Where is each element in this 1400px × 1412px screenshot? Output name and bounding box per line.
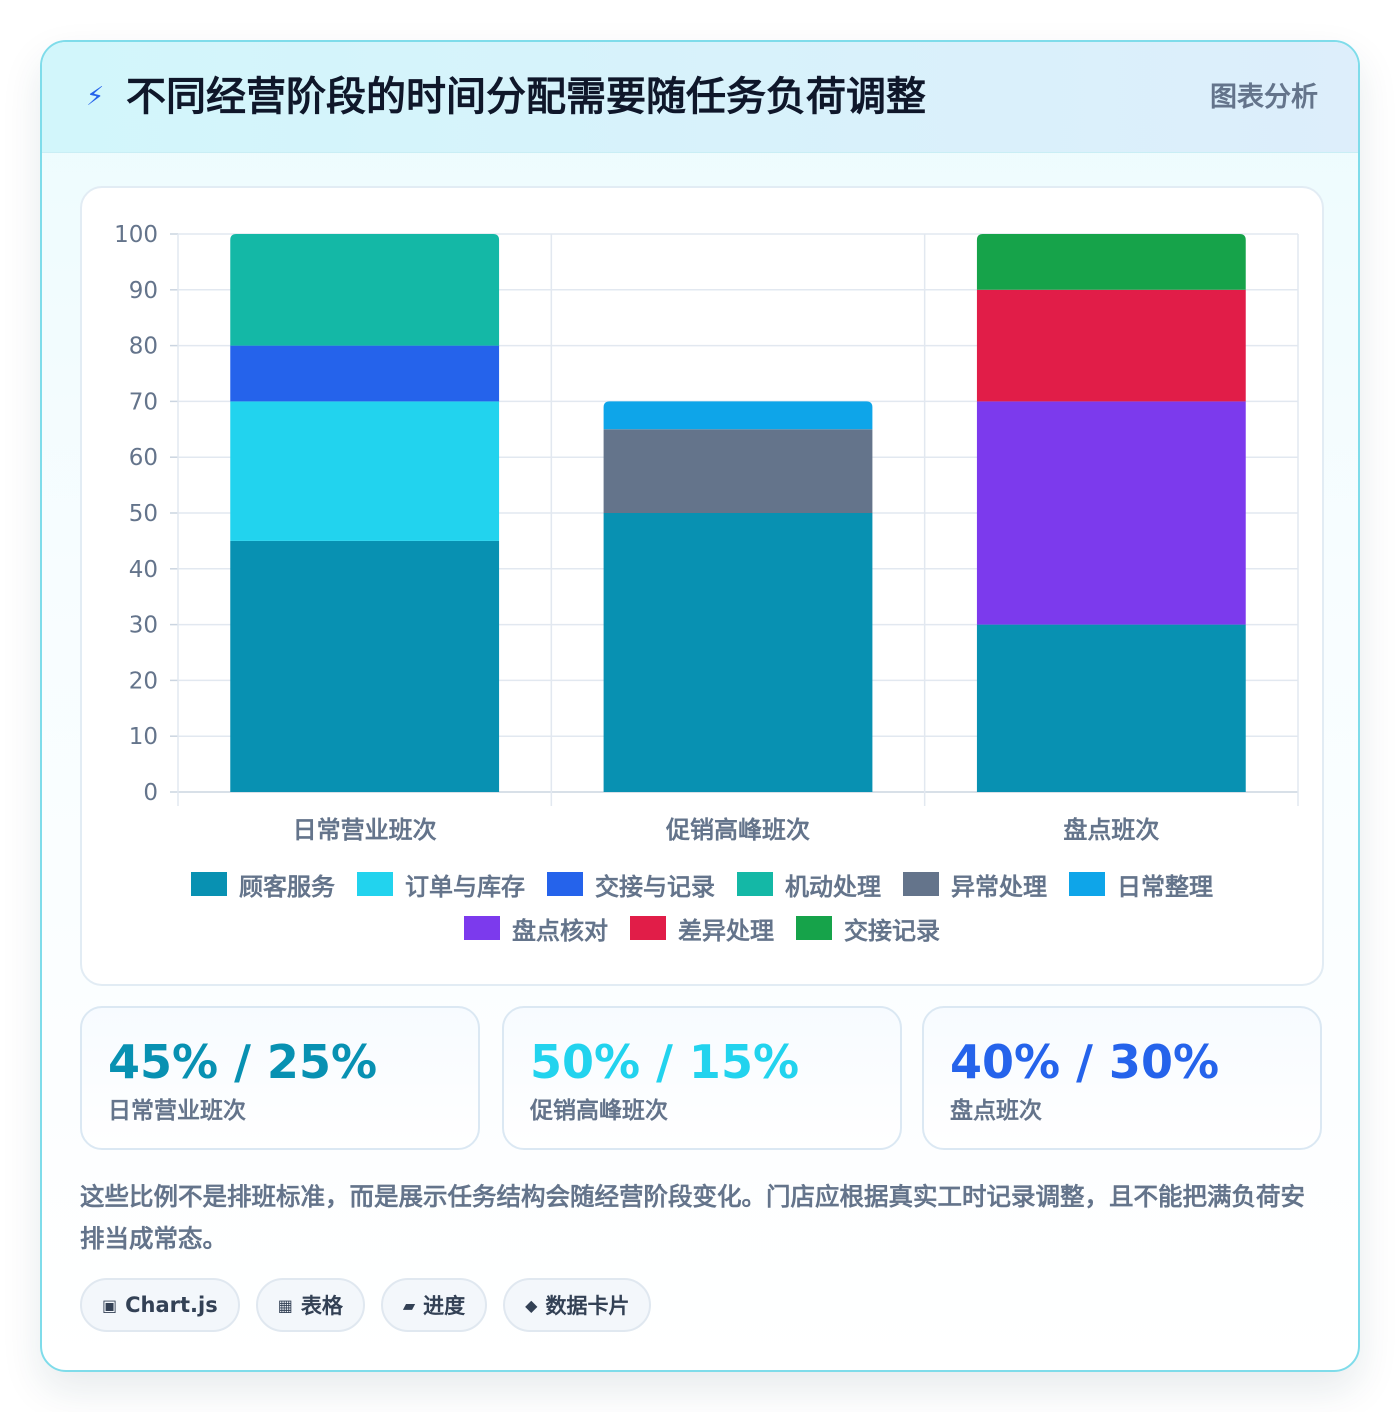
table-icon: ▦ xyxy=(277,1295,293,1315)
legend-item[interactable]: 机动处理 xyxy=(737,867,881,902)
card-header: ⚡ 不同经营阶段的时间分配需要随任务负荷调整 图表分析 xyxy=(42,42,1358,153)
bar-segment xyxy=(230,345,500,402)
y-tick-label: 40 xyxy=(129,557,158,583)
chip-table[interactable]: ▦ 表格 xyxy=(255,1278,365,1332)
chip-label: 数据卡片 xyxy=(545,1294,630,1318)
legend-label: 盘点核对 xyxy=(512,916,608,945)
chip-data-card[interactable]: ◆ 数据卡片 xyxy=(503,1278,652,1332)
legend-swatch xyxy=(464,916,500,940)
legend-item[interactable]: 差异处理 xyxy=(630,911,774,946)
x-tick-label: 促销高峰班次 xyxy=(665,816,810,844)
legend-item[interactable]: 订单与库存 xyxy=(357,867,525,902)
y-tick-label: 90 xyxy=(129,278,158,304)
x-tick-label: 盘点班次 xyxy=(1063,816,1159,844)
stat-card-daily: 45% / 25% 日常营业班次 xyxy=(80,1006,480,1150)
chip-label: 进度 xyxy=(423,1294,466,1318)
bar-segment xyxy=(230,234,500,346)
legend-item[interactable]: 盘点核对 xyxy=(464,911,608,946)
stat-label: 促销高峰班次 xyxy=(530,1098,668,1124)
y-tick-label: 100 xyxy=(114,222,158,248)
legend-item[interactable]: 顾客服务 xyxy=(191,867,335,902)
legend-row: 盘点核对 差异处理 交接记录 xyxy=(82,908,1322,948)
chart-legend: 顾客服务 订单与库存 交接与记录 机动处理 异常处理 日常整理盘点核对 差异处理 交接记录 xyxy=(82,864,1322,952)
bar-segment xyxy=(603,429,873,513)
chip-progress[interactable]: ▰ 进度 xyxy=(380,1278,488,1332)
legend-item[interactable]: 交接与记录 xyxy=(547,867,715,902)
legend-swatch xyxy=(191,872,227,896)
tag-chips: ▣ Chart.js ▦ 表格 ▰ 进度 ◆ 数据卡片 xyxy=(80,1278,667,1336)
legend-label: 日常整理 xyxy=(1117,872,1213,901)
legend-swatch xyxy=(796,916,832,940)
stacked-bar-chart: 0 10 20 30 40 50 60 70 80 90 100 日常营业班次 促销高峰班次 盘点班次 xyxy=(114,222,1299,844)
legend-swatch xyxy=(737,872,773,896)
stat-value: 50% / 15% xyxy=(530,1035,800,1089)
chart-icon: ▣ xyxy=(102,1295,118,1315)
legend-label: 交接与记录 xyxy=(595,872,715,901)
lightning-icon: ⚡ xyxy=(86,82,105,112)
y-tick-label: 60 xyxy=(129,445,158,471)
chart-card: ⚡ 不同经营阶段的时间分配需要随任务负荷调整 图表分析 0 10 20 30 40 50 6… xyxy=(40,40,1360,1372)
stat-label: 盘点班次 xyxy=(950,1098,1042,1124)
y-tick-label: 50 xyxy=(129,501,158,527)
stat-value: 40% / 30% xyxy=(950,1035,1220,1089)
legend-item[interactable]: 日常整理 xyxy=(1069,867,1213,902)
progress-icon: ▰ xyxy=(402,1295,416,1315)
legend-row: 顾客服务 订单与库存 交接与记录 机动处理 异常处理 日常整理 xyxy=(82,864,1322,904)
y-tick-label: 0 xyxy=(143,780,158,806)
y-tick-label: 70 xyxy=(129,389,158,415)
legend-label: 异常处理 xyxy=(951,872,1047,901)
chart-panel: 0 10 20 30 40 50 60 70 80 90 100 日常营业班次 促销高峰班次 盘点班次 顾… xyxy=(80,186,1324,986)
legend-label: 订单与库存 xyxy=(405,872,525,901)
stat-label: 日常营业班次 xyxy=(108,1098,246,1124)
stat-card-promo: 50% / 15% 促销高峰班次 xyxy=(502,1006,902,1150)
bar-segment xyxy=(603,401,873,430)
legend-item[interactable]: 异常处理 xyxy=(903,867,1047,902)
legend-swatch xyxy=(903,872,939,896)
y-tick-label: 30 xyxy=(129,613,158,639)
legend-label: 交接记录 xyxy=(844,916,940,945)
legend-swatch xyxy=(547,872,583,896)
bar-segment xyxy=(976,234,1246,290)
y-tick-label: 20 xyxy=(129,668,158,694)
legend-item[interactable]: 交接记录 xyxy=(796,911,940,946)
bar-segment xyxy=(976,624,1246,792)
stat-value: 45% / 25% xyxy=(108,1035,378,1089)
bar-segment xyxy=(230,401,500,541)
bar-segment xyxy=(603,513,873,792)
legend-swatch xyxy=(1069,872,1105,896)
y-tick-label: 10 xyxy=(129,724,158,750)
legend-label: 差异处理 xyxy=(678,916,774,945)
chip-chartjs[interactable]: ▣ Chart.js xyxy=(80,1278,240,1332)
chip-label: Chart.js xyxy=(125,1293,218,1317)
chip-label: 表格 xyxy=(300,1294,343,1318)
legend-label: 顾客服务 xyxy=(239,872,335,901)
y-tick-label: 80 xyxy=(129,334,158,360)
header-tag: 图表分析 xyxy=(1210,82,1318,113)
legend-swatch xyxy=(357,872,393,896)
bar-segment xyxy=(230,540,500,792)
legend-label: 机动处理 xyxy=(785,872,881,901)
bar-segment xyxy=(976,401,1246,625)
note-text: 这些比例不是排班标准，而是展示任务结构会随经营阶段变化。门店应根据真实工时记录调… xyxy=(80,1182,1305,1253)
page-title: 不同经营阶段的时间分配需要随任务负荷调整 xyxy=(126,74,926,120)
bar-segment xyxy=(976,289,1246,402)
legend-swatch xyxy=(630,916,666,940)
diamond-icon: ◆ xyxy=(525,1295,538,1315)
x-tick-label: 日常营业班次 xyxy=(293,816,437,844)
stat-card-inventory: 40% / 30% 盘点班次 xyxy=(922,1006,1322,1150)
stat-cards: 45% / 25% 日常营业班次 50% / 15% 促销高峰班次 40% / … xyxy=(80,1006,1324,1150)
